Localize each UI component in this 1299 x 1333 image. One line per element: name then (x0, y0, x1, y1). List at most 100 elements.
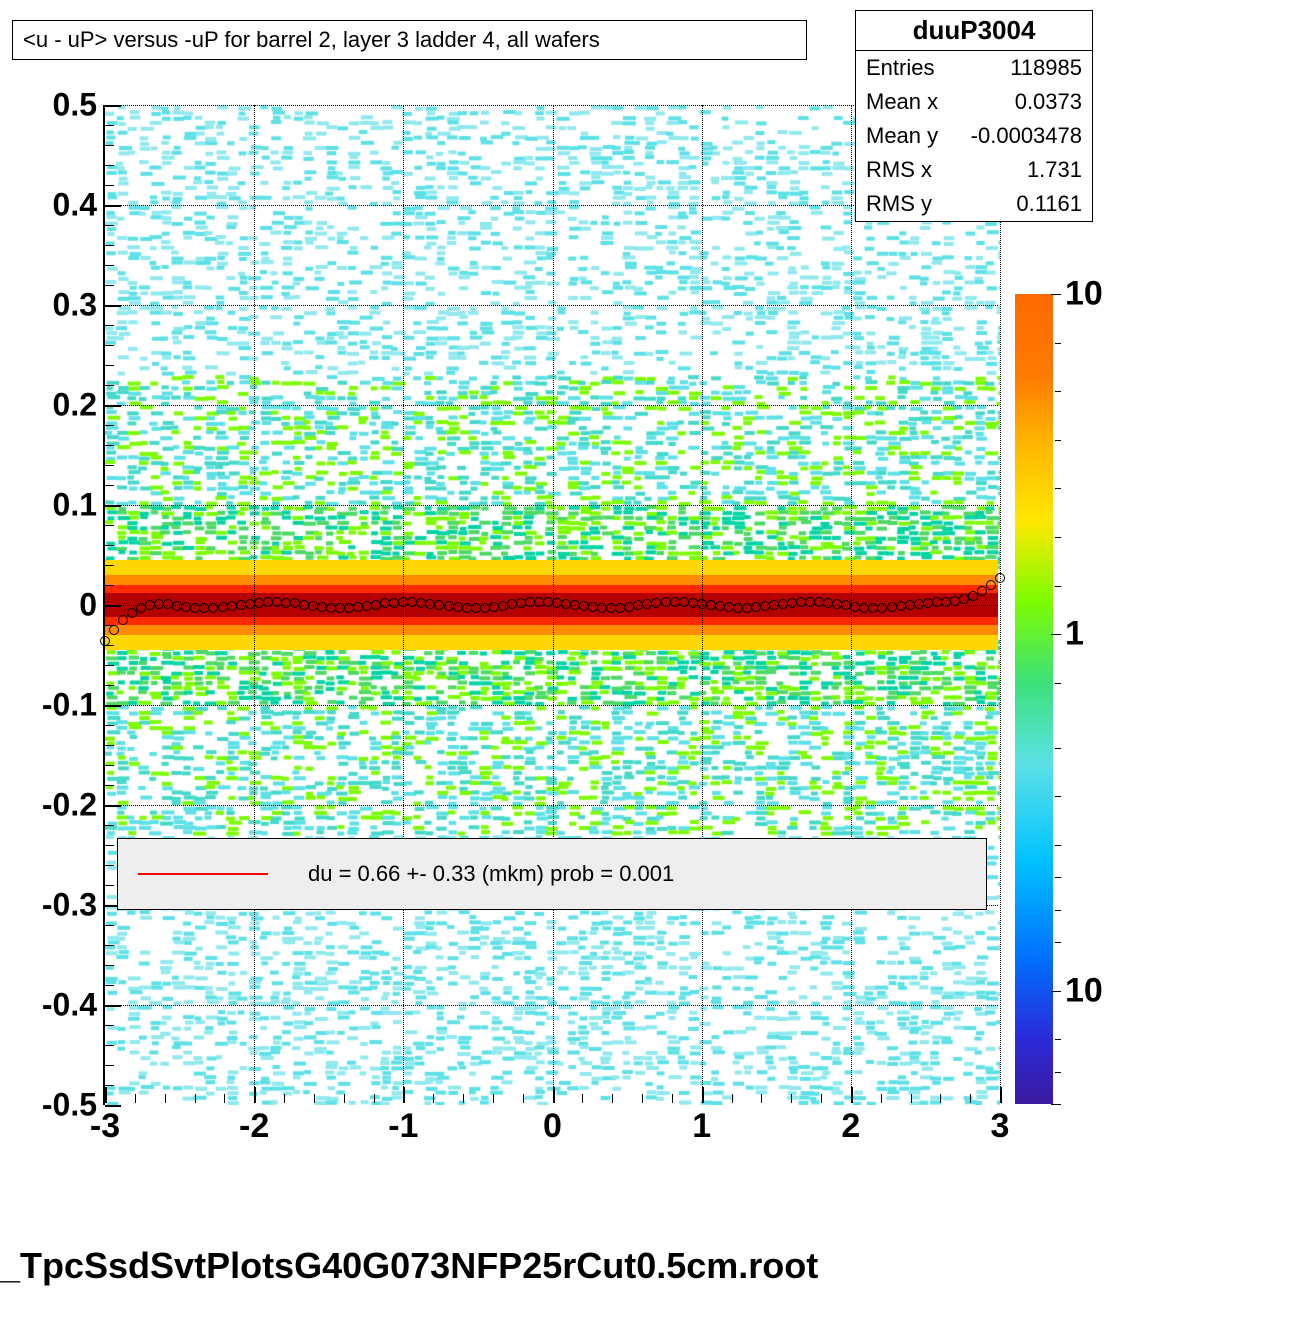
y-tick-label: 0.3 (53, 287, 105, 324)
y-tick (105, 205, 121, 207)
y-tick-label: -0.5 (42, 1087, 105, 1124)
stats-label: RMS x (866, 157, 932, 183)
stats-title: duuP3004 (856, 11, 1092, 51)
colorbar-minor-tick (1055, 1039, 1061, 1040)
y-minor-tick (105, 1025, 114, 1026)
y-minor-tick (105, 865, 114, 866)
colorbar-minor-tick (1055, 488, 1061, 489)
y-tick (105, 805, 121, 807)
y-tick-label: -0.1 (42, 687, 105, 724)
x-minor-tick (642, 1094, 643, 1103)
x-tick (702, 1087, 704, 1103)
y-minor-tick (105, 665, 114, 666)
x-minor-tick (344, 1094, 345, 1103)
y-minor-tick (105, 785, 114, 786)
y-minor-tick (105, 645, 114, 646)
x-minor-tick (672, 1094, 673, 1103)
x-tick-label: -2 (239, 1103, 269, 1146)
y-tick-label: 0.4 (53, 187, 105, 224)
stats-value: 0.1161 (1016, 191, 1082, 217)
y-tick (105, 705, 121, 707)
y-minor-tick (105, 885, 114, 886)
y-minor-tick (105, 1085, 114, 1086)
gridline-v (1000, 105, 1001, 1103)
y-tick (105, 505, 121, 507)
x-minor-tick (463, 1094, 464, 1103)
legend-line-sample (138, 873, 268, 875)
y-minor-tick (105, 765, 114, 766)
stats-row: Mean y-0.0003478 (856, 119, 1092, 153)
colorbar: 10110 (1015, 294, 1053, 1104)
y-tick (105, 405, 121, 407)
x-minor-tick (732, 1094, 733, 1103)
gridline-v (702, 105, 703, 1103)
gridline-h (105, 405, 998, 406)
y-minor-tick (105, 965, 114, 966)
y-tick (105, 1005, 121, 1007)
x-minor-tick (911, 1094, 912, 1103)
colorbar-tick (1051, 991, 1061, 992)
y-minor-tick (105, 465, 114, 466)
y-tick (105, 1105, 121, 1107)
stats-label: RMS y (866, 191, 932, 217)
chart-title-box: <u - uP> versus -uP for barrel 2, layer … (12, 20, 807, 60)
x-minor-tick (165, 1094, 166, 1103)
x-minor-tick (791, 1094, 792, 1103)
x-tick-label: 1 (692, 1103, 711, 1146)
y-minor-tick (105, 945, 114, 946)
stats-rows: Entries118985Mean x0.0373Mean y-0.000347… (856, 51, 1092, 221)
y-minor-tick (105, 685, 114, 686)
colorbar-minor-tick (1055, 1072, 1061, 1073)
x-minor-tick (761, 1094, 762, 1103)
stats-value: -0.0003478 (971, 123, 1082, 149)
colorbar-minor-tick (1055, 537, 1061, 538)
y-minor-tick (105, 185, 114, 186)
stats-value: 118985 (1010, 55, 1082, 81)
legend-text: du = 0.66 +- 0.33 (mkm) prob = 0.001 (308, 861, 674, 887)
colorbar-minor-tick (1055, 910, 1061, 911)
y-minor-tick (105, 725, 114, 726)
colorbar-minor-tick (1055, 440, 1061, 441)
y-minor-tick (105, 125, 114, 126)
y-minor-tick (105, 225, 114, 226)
stats-row: RMS x 1.731 (856, 153, 1092, 187)
x-tick (403, 1087, 405, 1103)
stats-value: 1.731 (1027, 157, 1082, 183)
x-tick (553, 1087, 555, 1103)
y-minor-tick (105, 985, 114, 986)
gridline-v (403, 105, 404, 1103)
y-tick-label: 0.2 (53, 387, 105, 424)
y-tick (105, 105, 121, 107)
fit-legend-box: du = 0.66 +- 0.33 (mkm) prob = 0.001 (117, 838, 987, 910)
heatmap-plot: -3-2-10123 -0.5-0.4-0.3-0.2-0.100.10.20.… (103, 105, 998, 1105)
colorbar-minor-tick (1055, 586, 1061, 587)
colorbar-gradient (1015, 294, 1053, 1104)
x-tick (105, 1087, 107, 1103)
y-minor-tick (105, 625, 114, 626)
colorbar-tick (1051, 294, 1061, 295)
y-minor-tick (105, 485, 114, 486)
x-minor-tick (284, 1094, 285, 1103)
y-tick-label: -0.2 (42, 787, 105, 824)
y-minor-tick (105, 165, 114, 166)
colorbar-minor-tick (1055, 683, 1061, 684)
x-tick (254, 1087, 256, 1103)
y-minor-tick (105, 245, 114, 246)
stats-box: duuP3004 Entries118985Mean x0.0373Mean y… (855, 10, 1093, 222)
x-minor-tick (195, 1094, 196, 1103)
x-minor-tick (523, 1094, 524, 1103)
gridline-v (851, 105, 852, 1103)
colorbar-minor-tick (1055, 845, 1061, 846)
colorbar-minor-tick (1055, 796, 1061, 797)
gridline-h (105, 505, 998, 506)
x-tick-label: 0 (543, 1103, 562, 1146)
stats-value: 0.0373 (1015, 89, 1082, 115)
gridline-v (254, 105, 255, 1103)
y-minor-tick (105, 925, 114, 926)
y-tick-label: -0.4 (42, 987, 105, 1024)
y-minor-tick (105, 745, 114, 746)
x-tick (1000, 1087, 1002, 1103)
y-minor-tick (105, 425, 114, 426)
gridline-h (105, 705, 998, 706)
colorbar-minor-tick (1055, 343, 1061, 344)
